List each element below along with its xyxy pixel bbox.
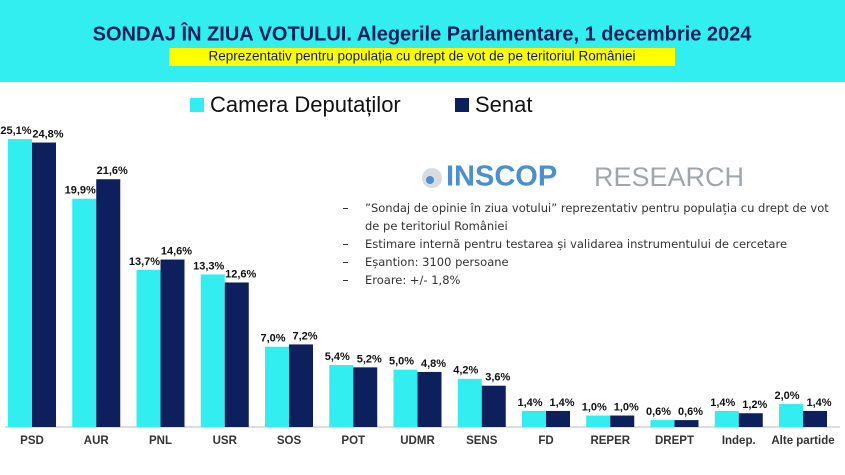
- bar: [586, 415, 611, 427]
- note: Eșantion: 3100 persoane: [340, 253, 830, 271]
- value-label: 19,9%: [65, 185, 96, 197]
- bar: [779, 404, 803, 427]
- value-label: 7,0%: [260, 333, 285, 345]
- bar: [265, 346, 289, 427]
- value-label: 4,2%: [453, 365, 478, 377]
- value-label: 13,3%: [193, 260, 224, 272]
- bar: [714, 410, 739, 427]
- bar: [610, 415, 635, 427]
- x-tick-label: SOS: [277, 435, 302, 447]
- note-text: Eroare: +/- 1,8%: [365, 273, 461, 287]
- bar: [329, 365, 354, 427]
- value-label: 1,4%: [710, 397, 735, 409]
- value-label: 25,1%: [0, 125, 31, 137]
- bar: [457, 378, 482, 427]
- value-label: 5,0%: [389, 356, 414, 368]
- x-tick-label: PSD: [20, 435, 44, 447]
- bar: [72, 198, 97, 427]
- header-band: [0, 0, 845, 82]
- bullet: [343, 262, 348, 263]
- value-label: 12,6%: [225, 268, 256, 280]
- value-label: 7,2%: [292, 330, 317, 342]
- bar: [417, 371, 442, 427]
- bar: [160, 259, 185, 427]
- bar: [674, 420, 699, 427]
- value-label: 2,0%: [774, 390, 799, 402]
- legend-label: Senat: [475, 92, 533, 117]
- bar: [650, 420, 675, 427]
- bullet: [343, 244, 348, 245]
- legend-swatch: [190, 98, 204, 112]
- bar: [353, 367, 378, 427]
- value-label: 5,2%: [357, 353, 382, 365]
- value-label: 1,4%: [806, 397, 831, 409]
- bullet: [343, 208, 348, 209]
- bar: [96, 179, 121, 427]
- legend-label: Camera Deputaților: [210, 92, 401, 117]
- value-label: 21,6%: [97, 165, 128, 177]
- note: ”Sondaj de opinie în ziua votului” repre…: [340, 199, 830, 235]
- bar: [393, 369, 418, 427]
- value-label: 4,8%: [421, 358, 446, 370]
- bar: [8, 139, 32, 427]
- x-tick-label: USR: [213, 435, 238, 447]
- x-tick-label: DREPT: [655, 435, 694, 447]
- chart-title: SONDAJ ÎN ZIUA VOTULUI. Alegerile Parlam…: [93, 21, 753, 45]
- bar: [522, 410, 546, 427]
- bullet: [343, 280, 348, 281]
- logo-icon-dot: [426, 176, 434, 184]
- value-label: 5,4%: [325, 351, 350, 363]
- bar: [738, 413, 763, 427]
- chart-subtitle: Reprezentativ pentru populația cu drept …: [208, 49, 635, 64]
- value-label: 0,6%: [678, 406, 703, 418]
- bar: [200, 274, 225, 427]
- value-label: 1,4%: [549, 397, 574, 409]
- x-tick-label: FD: [538, 435, 553, 447]
- bar: [289, 344, 313, 427]
- value-label: 24,8%: [32, 128, 63, 140]
- note-text: Eșantion: 3100 persoane: [365, 255, 509, 269]
- x-tick-label: REPER: [590, 435, 630, 447]
- value-label: 1,0%: [614, 401, 639, 413]
- subtitle-highlight: [169, 48, 675, 66]
- value-label: 3,6%: [485, 372, 510, 384]
- x-tick-label: Alte partide: [771, 435, 834, 447]
- x-tick-label: Indep.: [722, 435, 756, 447]
- note-text: Estimare internă pentru testarea și vali…: [365, 237, 788, 251]
- value-label: 0,6%: [646, 406, 671, 418]
- legend-swatch: [455, 98, 469, 112]
- value-label: 1,0%: [582, 401, 607, 413]
- x-tick-label: UDMR: [400, 435, 435, 447]
- note-text: ”Sondaj de opinie în ziua votului” repre…: [365, 201, 829, 233]
- value-label: 1,2%: [742, 399, 767, 411]
- bar: [224, 282, 249, 427]
- notes: ”Sondaj de opinie în ziua votului” repre…: [340, 199, 830, 289]
- bar: [32, 142, 56, 427]
- note: Eroare: +/- 1,8%: [340, 271, 830, 289]
- x-tick-label: SENS: [466, 435, 498, 447]
- value-label: 14,6%: [161, 245, 192, 257]
- bar: [803, 410, 827, 427]
- note: Estimare internă pentru testarea și vali…: [340, 235, 830, 253]
- logo-bold: INSCOP: [446, 161, 557, 193]
- bar: [546, 410, 570, 427]
- value-label: 1,4%: [517, 397, 542, 409]
- x-tick-label: AUR: [84, 435, 110, 447]
- bar: [136, 269, 161, 427]
- bar: [481, 385, 506, 427]
- x-tick-label: PNL: [149, 435, 172, 447]
- x-tick-label: POT: [341, 435, 365, 447]
- value-label: 13,7%: [129, 256, 160, 268]
- logo-light: RESEARCH: [594, 162, 744, 192]
